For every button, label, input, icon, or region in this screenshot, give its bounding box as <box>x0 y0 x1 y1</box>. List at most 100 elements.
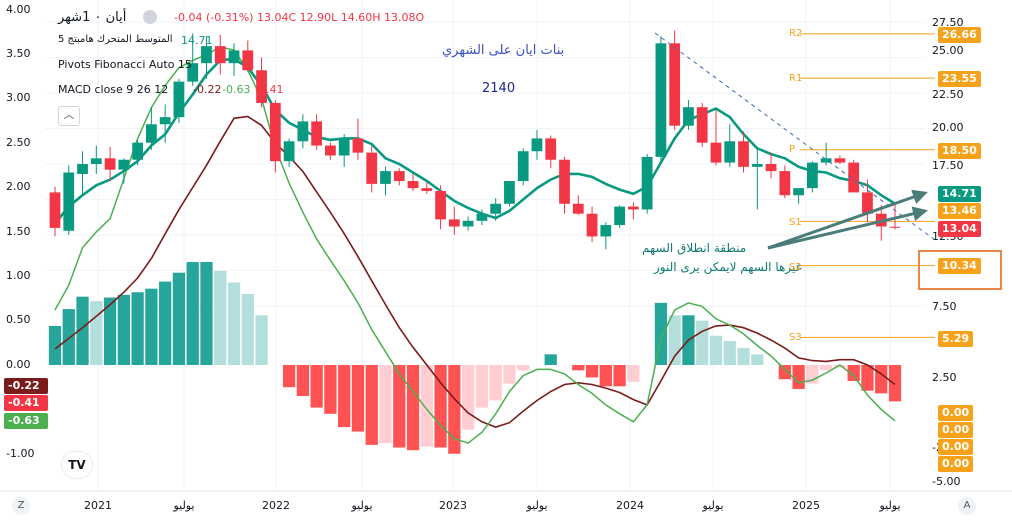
moving-average-line <box>53 57 896 225</box>
candle-body <box>214 46 226 64</box>
candle-body <box>393 171 405 182</box>
candle-body <box>77 164 88 174</box>
pivot-r2-label: R2 <box>789 28 803 39</box>
candle-body <box>545 138 557 160</box>
macd-left-tick: 3.00 <box>6 91 31 104</box>
candle-body <box>848 162 860 193</box>
candle-body <box>724 141 736 163</box>
z-button[interactable]: Z <box>12 497 30 515</box>
macd-tick: -5.00 <box>932 475 961 488</box>
macd-histogram-bar <box>296 365 310 397</box>
zero-tag: 0.00 <box>938 422 974 438</box>
macd-histogram-bar <box>186 262 199 365</box>
candle-body <box>572 203 584 214</box>
macd-histogram-bar <box>489 365 502 401</box>
macd-histogram <box>48 262 902 454</box>
symbol-title[interactable]: أيان ٠ 1شهر <box>58 10 126 25</box>
candle-body <box>407 181 419 189</box>
macd-value-hist: -0.41 <box>255 83 284 96</box>
auto-scale-button[interactable]: A <box>958 497 976 515</box>
candle-body <box>793 188 804 196</box>
macd-histogram-bar <box>654 302 668 365</box>
macd-histogram-bar <box>475 365 489 408</box>
candle-body <box>641 156 653 210</box>
candle-body <box>655 43 667 157</box>
candle-body <box>751 164 763 167</box>
time-label: يوليو <box>702 499 724 512</box>
macd-histogram-bar <box>282 365 296 388</box>
candle-body <box>242 50 254 71</box>
macd-histogram-bar <box>48 325 62 365</box>
price-tag-s2: 10.34 <box>938 258 981 274</box>
collapse-chevron-icon[interactable]: ︿ <box>58 106 80 126</box>
zone-annotation-line1: منطقة انطلاق السهم <box>642 241 747 255</box>
macd-histogram-bar <box>847 365 860 381</box>
candle-body <box>297 121 309 142</box>
candle-body <box>448 219 460 227</box>
macd-left-tick: 0.00 <box>6 358 31 371</box>
candle-body <box>146 124 157 143</box>
macd-histogram-bar <box>214 270 227 365</box>
price-tick: 27.50 <box>932 16 964 29</box>
tradingview-logo-icon[interactable]: TV <box>62 452 92 478</box>
candle-body <box>311 121 323 146</box>
candle-body <box>49 192 61 228</box>
candle-body <box>187 63 199 82</box>
time-label: 2025 <box>792 499 820 512</box>
macd-histogram-bar <box>338 365 351 428</box>
macd-histogram-bar <box>103 297 117 365</box>
candle-body <box>435 190 446 220</box>
macd-signal-line <box>54 115 896 428</box>
pivot-s1-label: S1 <box>789 217 802 228</box>
macd-left-tick: -1.00 <box>6 447 35 460</box>
candle-body <box>820 158 832 163</box>
macd-histogram-bar <box>613 365 626 387</box>
macd-histogram-bar <box>255 315 268 365</box>
code-annotation: 2140 <box>482 81 516 96</box>
pivot-r1-label: R1 <box>789 73 803 84</box>
macd-histogram-bar <box>778 365 791 380</box>
macd-histogram-bar <box>351 365 365 432</box>
macd-left-tick: 2.50 <box>6 136 31 149</box>
candle-body <box>159 117 171 125</box>
time-label: 2021 <box>84 499 112 512</box>
macd-histogram-bar <box>76 296 89 365</box>
candle-body <box>90 158 102 164</box>
macd-histogram-bar <box>62 309 75 365</box>
candle-body <box>366 152 378 184</box>
macd-histogram-bar <box>393 365 406 448</box>
time-label: 2023 <box>439 499 467 512</box>
price-tick: 17.50 <box>932 159 964 172</box>
macd-histogram-bar <box>861 365 874 391</box>
candle-body <box>889 226 901 228</box>
candle-body <box>862 192 873 214</box>
candle-body <box>269 102 281 162</box>
time-label: 2022 <box>262 499 290 512</box>
macd-tick: 2.50 <box>932 371 957 384</box>
macd-label[interactable]: MACD close 9 26 12 <box>58 83 169 96</box>
candle-body <box>104 158 116 170</box>
macd-histogram-bar <box>379 365 392 444</box>
author-annotation: بنات ايان على الشهري <box>442 43 565 58</box>
pivots-label[interactable]: Pivots Fibonacci Auto 15 <box>58 58 192 71</box>
macd-histogram-bar <box>172 272 186 365</box>
ma-label[interactable]: 5 المتوسط المتحرك هامبتج <box>58 34 173 45</box>
macd-histogram-bar <box>448 365 461 454</box>
macd-histogram-bar <box>627 365 640 382</box>
candle-body <box>614 206 625 226</box>
left-tag-signal: -0.22 <box>4 378 48 394</box>
macd-histogram-bar <box>145 288 158 365</box>
macd-left-tick: 4.00 <box>6 3 31 16</box>
price-tag-ma: 14.71 <box>938 186 981 202</box>
macd-value-signal: -0.22 <box>193 83 222 96</box>
candle-body <box>600 225 612 237</box>
candle-body <box>531 138 543 152</box>
symbol-name: أيان ٠ 1شهر <box>58 10 127 25</box>
candle-body <box>325 145 336 156</box>
pivot-p-label: P <box>789 144 796 155</box>
price-tag-r2: 26.66 <box>938 27 981 43</box>
settings-dot-icon[interactable] <box>143 10 157 24</box>
ma-value: 14.71 <box>181 34 213 47</box>
macd-histogram-bar <box>751 354 764 365</box>
